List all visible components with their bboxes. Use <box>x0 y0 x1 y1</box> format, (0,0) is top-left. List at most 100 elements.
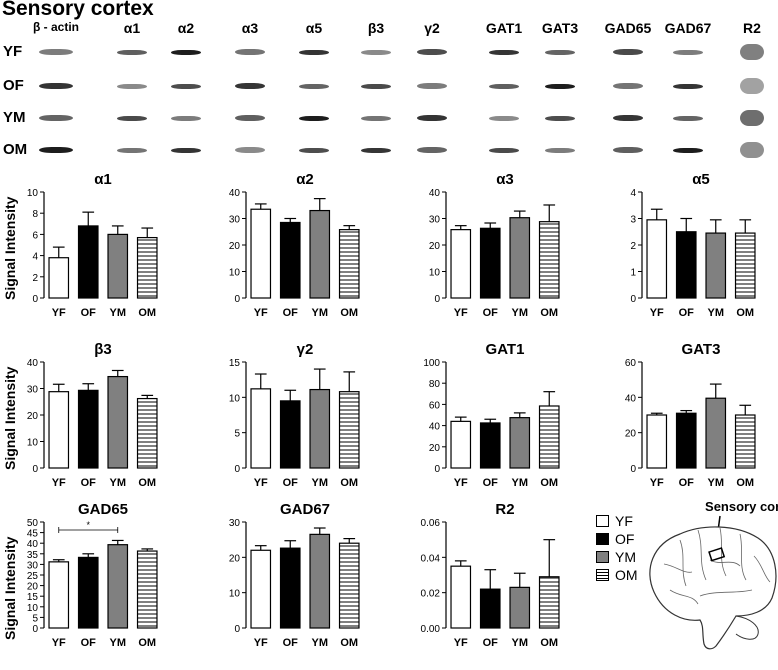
chart-title: α3 <box>496 171 514 188</box>
bar <box>309 388 331 469</box>
y-tick-label: 0 <box>32 294 38 305</box>
blot-band <box>740 78 764 94</box>
blot-row-label: OM <box>3 141 28 158</box>
bar <box>675 412 697 469</box>
bar <box>509 586 531 629</box>
bar <box>107 233 129 299</box>
y-tick-label: 20 <box>229 553 241 564</box>
y-tick-label: 30 <box>229 518 241 529</box>
bar <box>250 549 272 629</box>
bar <box>279 221 301 299</box>
significance-marker: * <box>86 520 90 530</box>
blot-column-label: R2 <box>743 20 761 36</box>
y-tick-label: 0 <box>234 294 240 305</box>
y-tick-label: 20 <box>429 241 441 252</box>
legend-item-of: OF <box>596 530 638 548</box>
y-tick-label: 0 <box>434 294 440 305</box>
bar <box>77 556 99 629</box>
x-tick-label: YF <box>650 477 664 489</box>
x-tick-label: OF <box>679 307 695 319</box>
x-tick-label: OM <box>736 477 754 489</box>
blot-band <box>171 49 201 55</box>
y-axis-label: Signal Intensity <box>2 366 18 470</box>
chart-title: β3 <box>94 341 112 358</box>
blot-band <box>361 115 391 121</box>
bar-chart: β3 0 10 20 30 40 YF OF YM OM <box>27 341 158 489</box>
blot-band <box>235 83 265 89</box>
legend-label: OF <box>615 531 635 547</box>
blot-band <box>171 115 201 121</box>
y-tick-label: 0.04 <box>421 553 441 564</box>
blot-band <box>299 83 329 89</box>
bar <box>646 219 668 299</box>
x-tick-label: OM <box>540 307 558 319</box>
y-tick-label: 40 <box>27 539 39 550</box>
x-tick-label: YF <box>52 477 66 489</box>
y-tick-label: 80 <box>429 379 441 390</box>
y-tick-label: 10 <box>27 438 39 449</box>
y-tick-label: 30 <box>27 560 39 571</box>
x-tick-label: YF <box>454 307 468 319</box>
bar <box>509 417 531 469</box>
bar <box>136 550 158 629</box>
x-tick-label: YM <box>110 477 127 489</box>
bar <box>734 414 756 469</box>
blot-band <box>361 83 391 89</box>
blot-band <box>613 49 643 55</box>
x-tick-label: YM <box>110 307 127 319</box>
x-tick-label: YM <box>110 637 127 649</box>
x-tick-label: OM <box>540 637 558 649</box>
y-tick-label: 6 <box>32 230 38 241</box>
y-tick-label: 20 <box>429 443 441 454</box>
blot-band <box>361 49 391 55</box>
bar <box>77 225 99 299</box>
legend-item-om: OM <box>596 566 638 584</box>
x-tick-label: OM <box>736 307 754 319</box>
y-tick-label: 0 <box>434 464 440 475</box>
bar <box>136 236 158 299</box>
x-tick-label: OM <box>138 637 156 649</box>
y-axis-label: Signal Intensity <box>2 536 18 640</box>
x-tick-label: YF <box>52 637 66 649</box>
y-tick-label: 10 <box>229 268 241 279</box>
blot-band <box>545 83 575 89</box>
x-tick-label: YF <box>650 307 664 319</box>
blot-band <box>417 49 447 55</box>
chart-title: α1 <box>94 171 112 188</box>
blot-band <box>299 49 329 55</box>
blot-band <box>740 110 764 126</box>
blot-band <box>117 115 147 121</box>
blot-row-label: OF <box>3 77 24 94</box>
chart-title: GAD67 <box>280 501 330 518</box>
blot-column-label: GAT3 <box>541 20 579 36</box>
blot-column-label: α1 <box>123 20 141 36</box>
y-tick-label: 45 <box>27 529 39 540</box>
bar-chart: α2 0 10 20 30 40 YF OF YM OM <box>229 171 360 319</box>
brain-label: Sensory cortex <box>705 500 778 514</box>
bar <box>250 208 272 299</box>
chart-title: γ2 <box>297 341 314 358</box>
x-tick-label: OF <box>283 307 299 319</box>
legend-item-ym: YM <box>596 548 638 566</box>
y-tick-label: 0.02 <box>421 589 441 600</box>
blot-band <box>613 83 643 89</box>
x-tick-label: OF <box>81 637 97 649</box>
blot-row-label: YF <box>3 43 23 60</box>
y-tick-label: 4 <box>32 252 38 263</box>
y-tick-label: 2 <box>32 273 38 284</box>
blot-band <box>489 147 519 153</box>
y-tick-label: 0 <box>32 464 38 475</box>
bar <box>675 231 697 299</box>
bar <box>450 420 472 469</box>
bar-chart: γ2 0 5 10 15 YF OF YM OM <box>229 341 360 489</box>
blot-band <box>235 147 265 153</box>
bar <box>538 405 560 469</box>
y-tick-label: 30 <box>27 385 39 396</box>
y-tick-label: 10 <box>429 268 441 279</box>
x-tick-label: OF <box>81 307 97 319</box>
blot-band <box>299 147 329 153</box>
x-tick-label: OF <box>679 477 695 489</box>
blot-band <box>171 147 201 153</box>
blot-band <box>613 115 643 121</box>
